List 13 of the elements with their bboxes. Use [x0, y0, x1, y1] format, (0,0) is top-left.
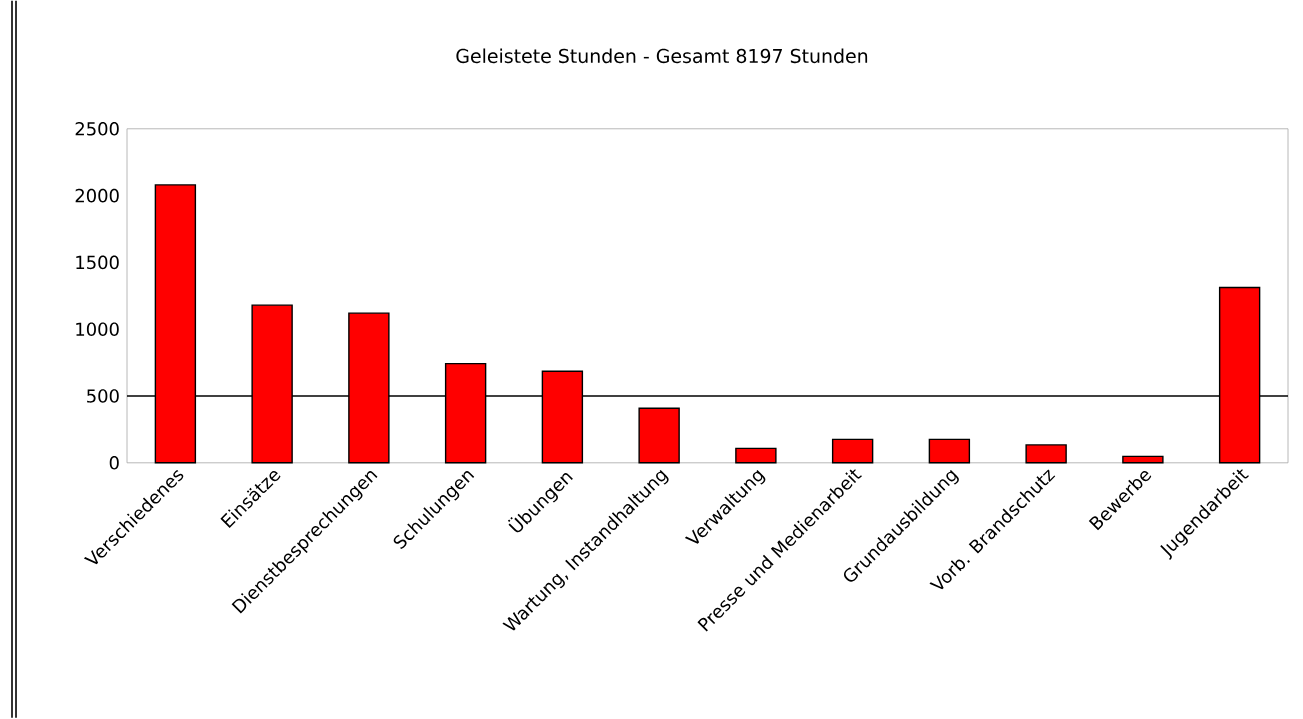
- chart-title: Geleistete Stunden - Gesamt 8197 Stunden: [456, 48, 868, 64]
- y-tick-label: 2000: [75, 189, 119, 203]
- y-tick-label: 0: [109, 456, 119, 470]
- bar: [735, 447, 777, 464]
- y-tick-label: 2500: [75, 122, 119, 136]
- bar: [638, 407, 680, 464]
- y-tick-label: 1000: [76, 322, 119, 337]
- y-tick-label: 500: [87, 389, 119, 403]
- bar: [1122, 455, 1164, 464]
- bar: [928, 438, 971, 464]
- y-tick-label: 1500: [76, 255, 119, 270]
- bar: [1025, 444, 1067, 464]
- bar: [831, 438, 874, 464]
